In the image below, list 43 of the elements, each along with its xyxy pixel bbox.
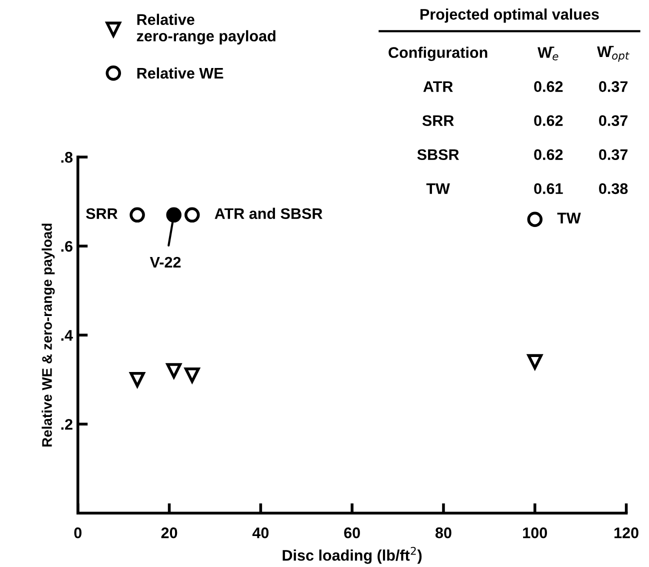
text: W̄$_{e}$: [538, 46, 558, 60]
x-tick-label: 80: [435, 527, 452, 538]
point: [527, 212, 543, 228]
annotation: TW: [426, 183, 450, 194]
point: [130, 372, 145, 388]
text: 0.37: [599, 115, 628, 126]
x-axis-title: Disc loading (lb/ft$^{2}$): [282, 546, 422, 564]
annotation: TW: [557, 212, 581, 224]
x-tick-label: 20: [161, 527, 178, 538]
text: Projected optimal values: [420, 8, 599, 23]
annotation: SRR: [86, 208, 118, 220]
text: SRR: [422, 115, 454, 126]
legend-label: Relative zero-range payload: [136, 14, 276, 45]
y-axis-title: Relative WE & zero-range payload: [42, 224, 55, 446]
annotation: SBSR: [417, 149, 459, 160]
x-tick-label: 100: [523, 527, 548, 538]
annotation: 0.38: [599, 183, 628, 194]
text: 0.37: [599, 81, 628, 92]
annotation: 0.62: [534, 149, 563, 160]
text: Configuration: [388, 46, 488, 62]
annotation: 0.37: [599, 149, 628, 160]
text: W̄$_{opt}$: [597, 46, 630, 62]
point: [166, 207, 182, 223]
point: [184, 368, 200, 383]
y-tick-label: .4: [61, 330, 73, 341]
x-tick-label: 0: [74, 527, 82, 538]
x-tick-label: 40: [252, 527, 269, 538]
y-tick-label: .6: [61, 240, 72, 252]
point: [527, 354, 543, 370]
text: 0.62: [534, 115, 563, 126]
text: ATR: [423, 81, 453, 92]
annotation: V-22: [150, 256, 181, 268]
annotation: 0.61: [534, 183, 563, 194]
annotation: ATR and SBSR: [214, 208, 322, 220]
point: [184, 207, 200, 223]
x-tick-label: 120: [614, 527, 638, 538]
y-tick-label: .2: [61, 418, 72, 430]
point: [130, 207, 145, 223]
x-tick-label: 60: [344, 527, 360, 538]
text: 0.62: [534, 81, 563, 92]
point: [166, 363, 182, 378]
legend-label: Relative WE: [137, 67, 224, 79]
y-tick-label: .8: [61, 152, 73, 163]
